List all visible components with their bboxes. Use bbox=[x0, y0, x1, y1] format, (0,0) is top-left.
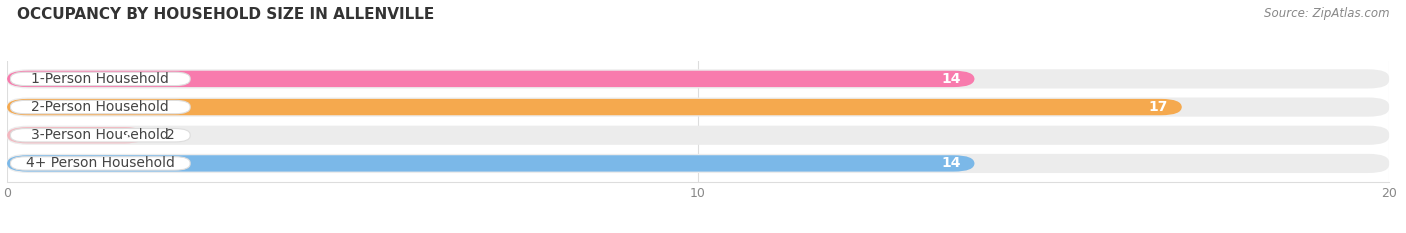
FancyBboxPatch shape bbox=[7, 127, 145, 144]
Text: 1-Person Household: 1-Person Household bbox=[31, 72, 169, 86]
FancyBboxPatch shape bbox=[10, 72, 190, 86]
Text: 2: 2 bbox=[166, 128, 174, 142]
FancyBboxPatch shape bbox=[7, 71, 974, 87]
Text: 2: 2 bbox=[122, 128, 131, 142]
FancyBboxPatch shape bbox=[10, 157, 190, 170]
Text: Source: ZipAtlas.com: Source: ZipAtlas.com bbox=[1264, 7, 1389, 20]
Text: OCCUPANCY BY HOUSEHOLD SIZE IN ALLENVILLE: OCCUPANCY BY HOUSEHOLD SIZE IN ALLENVILL… bbox=[17, 7, 434, 22]
FancyBboxPatch shape bbox=[10, 129, 190, 142]
FancyBboxPatch shape bbox=[7, 69, 1389, 89]
FancyBboxPatch shape bbox=[7, 126, 1389, 145]
Text: 2-Person Household: 2-Person Household bbox=[31, 100, 169, 114]
FancyBboxPatch shape bbox=[7, 154, 1389, 173]
Text: 3-Person Household: 3-Person Household bbox=[31, 128, 169, 142]
Text: 4+ Person Household: 4+ Person Household bbox=[25, 156, 174, 170]
FancyBboxPatch shape bbox=[7, 155, 974, 171]
FancyBboxPatch shape bbox=[7, 99, 1182, 115]
Text: 17: 17 bbox=[1149, 100, 1168, 114]
FancyBboxPatch shape bbox=[10, 100, 190, 114]
FancyBboxPatch shape bbox=[7, 97, 1389, 117]
Text: 14: 14 bbox=[941, 156, 960, 170]
Text: 14: 14 bbox=[941, 72, 960, 86]
